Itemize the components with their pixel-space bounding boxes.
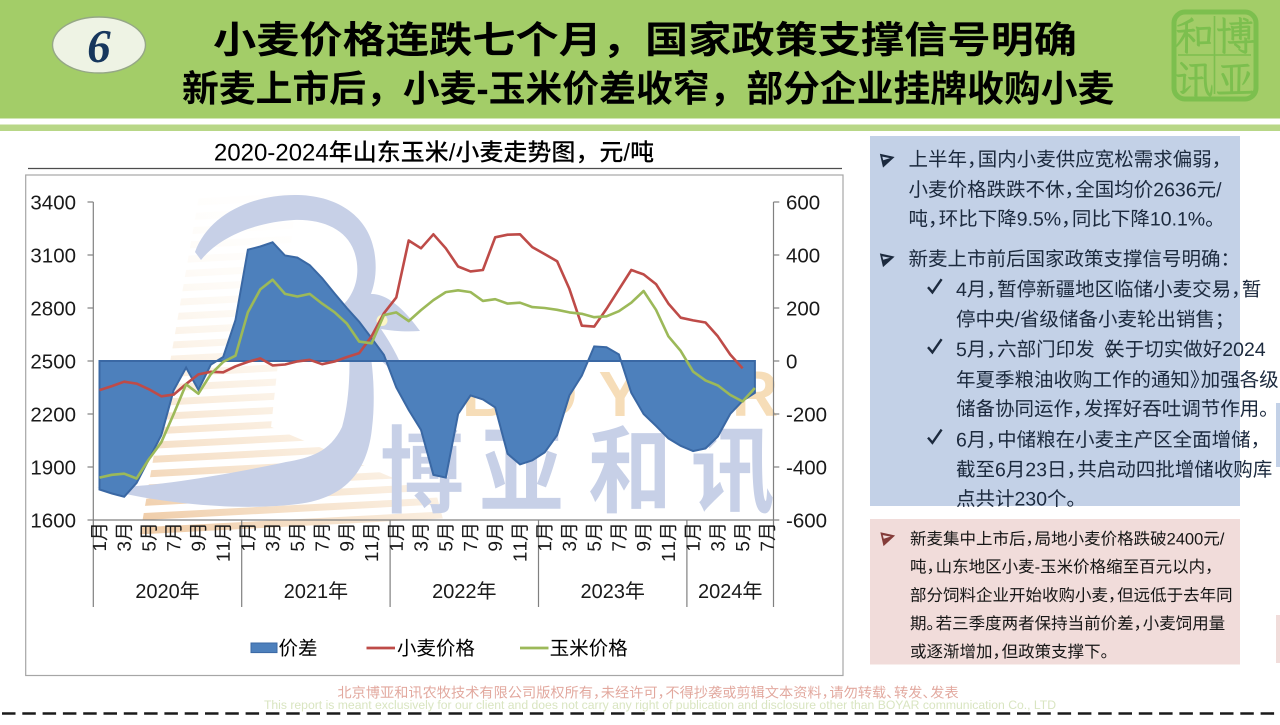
svg-text:400: 400	[786, 244, 820, 267]
svg-text:2200: 2200	[30, 403, 76, 426]
svg-text:200: 200	[786, 297, 820, 320]
svg-text:2500: 2500	[30, 350, 76, 373]
svg-text:3100: 3100	[30, 244, 76, 267]
svg-text:-200: -200	[786, 403, 827, 426]
svg-text:0: 0	[786, 350, 797, 373]
svg-text:1900: 1900	[30, 456, 76, 479]
svg-text:-400: -400	[786, 456, 827, 479]
svg-text:600: 600	[786, 191, 820, 214]
svg-text:2800: 2800	[30, 297, 76, 320]
svg-text:This report is meant exclusive: This report is meant exclusively for our…	[264, 698, 1056, 712]
svg-text:3400: 3400	[30, 191, 76, 214]
svg-text:1600: 1600	[30, 509, 76, 532]
svg-text:-600: -600	[786, 509, 827, 532]
